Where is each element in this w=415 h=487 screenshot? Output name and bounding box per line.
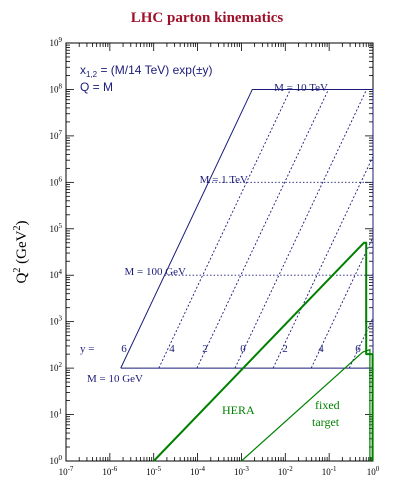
x-tick-label: 10-4 bbox=[190, 465, 205, 477]
y-tick-label: 106 bbox=[50, 175, 63, 187]
rapidity-line bbox=[196, 89, 329, 369]
y-tick-label: 107 bbox=[50, 129, 63, 141]
rapidity-line bbox=[348, 317, 374, 369]
y-axis-label-q-sup: 2 bbox=[12, 268, 23, 273]
rapidity-label: 0 bbox=[240, 343, 246, 355]
formula-x-rest: = (M/14 TeV) exp(±y) bbox=[97, 63, 212, 77]
svg-text:Q2 (GeV2): Q2 (GeV2) bbox=[12, 221, 30, 284]
mass-label: M = 100 GeV bbox=[124, 266, 186, 278]
rapidity-label: 6 bbox=[355, 343, 361, 355]
fixed-target-label-2: target bbox=[312, 415, 340, 429]
formula-q: Q = M bbox=[80, 80, 113, 94]
y-tick-label: 105 bbox=[50, 222, 63, 234]
rapidity-line bbox=[234, 89, 367, 369]
rapidity-line bbox=[272, 156, 374, 369]
y-axis-label-q: Q bbox=[14, 272, 30, 283]
lhc-boundary bbox=[120, 88, 374, 369]
y-tick-label: 100 bbox=[50, 454, 63, 466]
y-tick-label: 108 bbox=[50, 82, 63, 94]
mass-label: M = 10 GeV bbox=[87, 373, 143, 385]
rapidity-label: 4 bbox=[169, 343, 175, 355]
y-tick-label: 104 bbox=[50, 268, 63, 280]
fixed-target-label-1: fixed bbox=[315, 398, 340, 412]
fixed-target-boundary bbox=[241, 348, 371, 462]
annotation-labels: x1,2 = (M/14 TeV) exp(±y) Q = M y = HERA… bbox=[80, 63, 361, 429]
formula-x-sub: 1,2 bbox=[86, 70, 98, 79]
x-tick-label: 10-3 bbox=[234, 465, 249, 477]
x-tick-label: 10-2 bbox=[278, 465, 293, 477]
y-tick-label: 101 bbox=[50, 408, 63, 420]
y-tick-label: 103 bbox=[50, 315, 63, 327]
rapidity-label: 2 bbox=[282, 343, 288, 355]
rapidity-label: 6 bbox=[121, 343, 127, 355]
y-tick-label: 109 bbox=[50, 36, 63, 48]
mass-label: M = 10 TeV bbox=[274, 82, 328, 94]
formula-x-var: x bbox=[80, 63, 86, 77]
y-axis-label-unit: (GeV bbox=[14, 230, 30, 263]
fixed-target-region bbox=[241, 348, 371, 462]
hera-label: HERA bbox=[222, 403, 255, 417]
rapidity-line bbox=[158, 89, 291, 369]
rapidity-label: 2 bbox=[202, 343, 208, 355]
y-axis-label-unit-sup: 2 bbox=[12, 226, 23, 231]
x-tick-label: 10-5 bbox=[146, 465, 161, 477]
x-tick-labels: 10-7 10-6 10-5 10-4 10-3 10-2 10-1 100 bbox=[59, 465, 380, 477]
y-tick-labels: 100 101 102 103 104 105 106 107 108 109 bbox=[50, 36, 63, 466]
y-axis-label-close: ) bbox=[14, 221, 30, 226]
x-tick-label: 10-6 bbox=[102, 465, 117, 477]
rapidity-line bbox=[310, 237, 374, 369]
rapidity-label: 4 bbox=[318, 343, 324, 355]
x-tick-label: 100 bbox=[367, 465, 380, 477]
y-prefix-label: y = bbox=[80, 343, 94, 355]
hera-boundary bbox=[152, 241, 374, 462]
x-tick-label: 10-7 bbox=[59, 465, 74, 477]
hera-region bbox=[152, 241, 374, 462]
y-tick-label: 102 bbox=[50, 361, 63, 373]
mass-label: M = 1 TeV bbox=[200, 174, 248, 186]
chart-title: LHC parton kinematics bbox=[131, 10, 284, 26]
x-tick-label: 10-1 bbox=[322, 465, 337, 477]
lhc-reach-region bbox=[120, 88, 374, 369]
formula-x: x1,2 = (M/14 TeV) exp(±y) bbox=[80, 63, 213, 79]
y-axis-label: Q2 (GeV2) bbox=[12, 221, 30, 284]
